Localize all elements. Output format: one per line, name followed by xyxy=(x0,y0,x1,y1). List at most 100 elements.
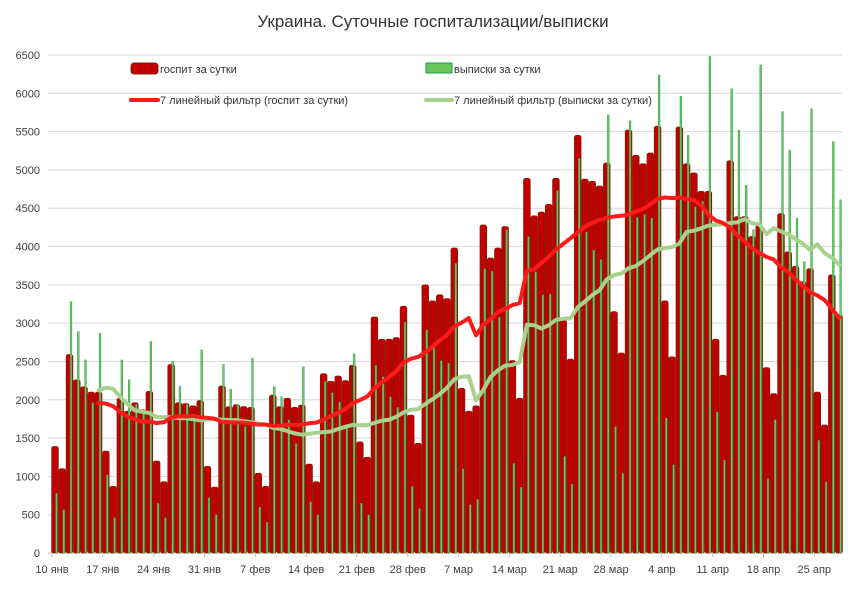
legend-label-hosp-ma: 7 линейный фильтр (госпит за сутки) xyxy=(160,95,348,107)
bar-disch xyxy=(447,362,450,554)
bar-disch xyxy=(316,514,319,554)
x-tick-label: 21 мар xyxy=(543,564,578,576)
x-tick-label: 28 мар xyxy=(593,564,628,576)
x-tick-label: 14 мар xyxy=(492,564,527,576)
bar-disch xyxy=(643,214,646,554)
x-tick-label: 28 фев xyxy=(390,564,426,576)
moving-average-line xyxy=(96,217,842,437)
bar-disch xyxy=(766,478,770,554)
bar-disch xyxy=(657,74,661,554)
bar-disch xyxy=(360,503,363,554)
bar-disch xyxy=(236,404,240,554)
bar-disch xyxy=(498,316,501,554)
y-tick-label: 3000 xyxy=(16,318,40,330)
bar-disch xyxy=(614,426,617,554)
bar-disch xyxy=(98,332,102,554)
bar-disch xyxy=(549,293,552,554)
bar-disch xyxy=(389,396,392,554)
legend-label-disch-ma: 7 линейный фильтр (выписки за сутки) xyxy=(454,95,652,107)
bar-disch xyxy=(578,158,581,554)
bar-disch xyxy=(817,440,820,554)
bar-disch xyxy=(737,129,741,554)
y-axis: 0 500 1000 1500 2000 2500 3000 3500 4000 4500 5000… xyxy=(16,50,40,560)
bar-disch xyxy=(127,379,131,554)
x-tick-label: 4 апр xyxy=(648,564,675,576)
bar-disch xyxy=(512,463,515,554)
bar-disch xyxy=(556,190,559,554)
bar-disch xyxy=(788,149,791,554)
bar-disch xyxy=(759,64,762,554)
bar-disch xyxy=(672,464,675,554)
bar-disch xyxy=(302,366,305,554)
x-tick-label: 11 апр xyxy=(696,564,729,576)
y-tick-label: 0 xyxy=(34,548,40,560)
y-tick-label: 4000 xyxy=(16,242,40,254)
bar-disch xyxy=(280,396,283,554)
bar-disch xyxy=(716,411,719,554)
bar-disch xyxy=(708,56,711,554)
bar-disch xyxy=(403,322,407,554)
bar-disch xyxy=(628,120,632,554)
bar-disch xyxy=(171,361,174,554)
x-axis: 10 янв 17 янв 24 янв 31 янв 7 фев 14 фев 21 фе… xyxy=(35,553,831,576)
bar-disch xyxy=(432,342,436,554)
x-tick-label: 7 фев xyxy=(240,564,270,576)
x-tick-label: 31 янв xyxy=(188,564,221,576)
bar-disch xyxy=(592,250,595,554)
y-tick-label: 1000 xyxy=(16,471,40,483)
bar-disch xyxy=(730,88,733,554)
bar-disch xyxy=(324,381,327,554)
bar-disch xyxy=(636,217,639,554)
bar-disch xyxy=(367,514,370,554)
bar-disch xyxy=(353,353,356,554)
y-tick-label: 1500 xyxy=(16,433,40,445)
bar-disch xyxy=(273,386,276,554)
bar-disch xyxy=(469,504,472,554)
bar-disch xyxy=(374,365,378,554)
y-tick-label: 4500 xyxy=(16,203,40,215)
x-tick-label: 21 фев xyxy=(339,564,375,576)
bar-disch xyxy=(193,419,196,554)
lines xyxy=(96,195,842,437)
bar-disch xyxy=(186,404,189,554)
bar-disch xyxy=(215,514,218,554)
bar-disch xyxy=(294,443,298,554)
legend-label-disch: выписки за сутки xyxy=(454,64,541,76)
bar-disch xyxy=(418,508,421,554)
bar-disch xyxy=(563,456,566,554)
bar-disch xyxy=(679,96,682,554)
y-tick-label: 6000 xyxy=(16,88,40,100)
bar-disch xyxy=(650,217,653,554)
bar-disch xyxy=(207,497,211,554)
bar-disch xyxy=(396,407,399,554)
y-tick-label: 2500 xyxy=(16,356,40,368)
y-tick-label: 3500 xyxy=(16,280,40,292)
bar-disch xyxy=(178,386,182,554)
bar-disch xyxy=(745,185,748,554)
bar-disch xyxy=(832,141,835,554)
y-tick-label: 2000 xyxy=(16,395,40,407)
bar-disch xyxy=(142,412,145,554)
bar-disch xyxy=(120,359,123,554)
bar-disch xyxy=(309,501,312,554)
x-tick-label: 17 янв xyxy=(86,564,119,576)
x-tick-label: 24 янв xyxy=(137,564,170,576)
bar-disch xyxy=(527,236,530,554)
bar-disch xyxy=(62,509,65,554)
bar-disch xyxy=(839,199,842,554)
bar-disch xyxy=(701,201,704,554)
bar-disch xyxy=(607,114,610,554)
bar-disch xyxy=(665,417,668,554)
bar-disch xyxy=(164,517,167,554)
bar-disch xyxy=(265,522,269,554)
x-tick-label: 14 фев xyxy=(288,564,324,576)
chart-title: Украина. Суточные госпитализации/выписки xyxy=(257,12,608,31)
bar-disch xyxy=(69,301,73,554)
bar-disch xyxy=(382,376,385,554)
x-tick-label: 25 апр xyxy=(798,564,831,576)
bar-disch xyxy=(149,341,152,554)
bar-disch xyxy=(723,460,726,554)
legend-swatch-hosp xyxy=(130,62,159,75)
legend-swatch-disch xyxy=(425,62,453,74)
